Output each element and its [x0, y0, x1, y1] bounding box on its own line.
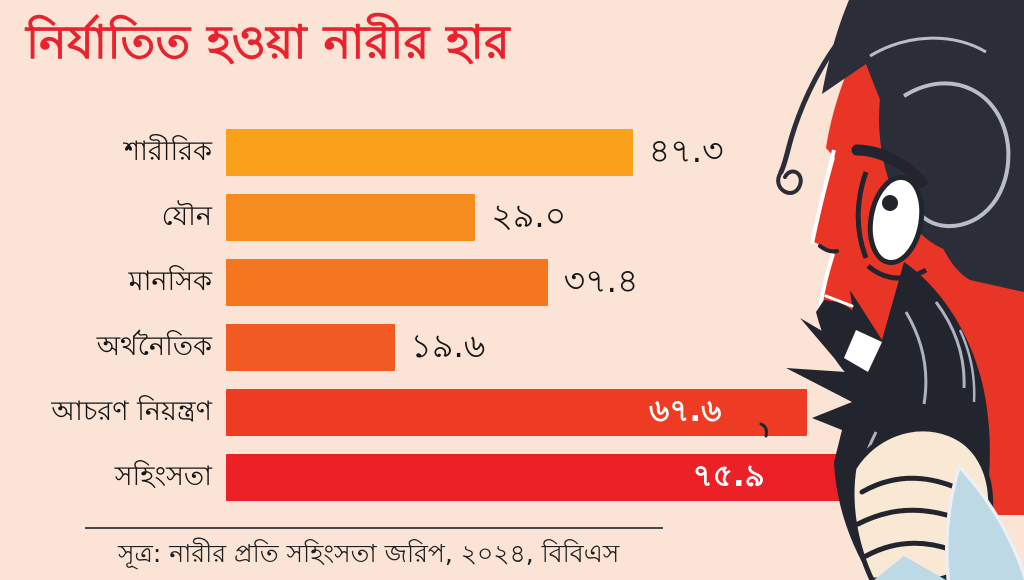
value-label: ৬৭.৬: [649, 392, 722, 429]
category-label: আচরণ নিয়ন্ত্রণ: [51, 396, 212, 428]
value-label: ৭৫.৯: [692, 457, 765, 494]
bar-physical: [226, 129, 633, 176]
knuckle-crease: [855, 507, 959, 527]
hair-strand-highlight: [904, 311, 928, 405]
value-label: ৩৭.৪: [563, 260, 639, 300]
bar-row: সহিংসতা ৭৫.৯: [20, 454, 912, 501]
bar-row: যৌন ২৯.০: [20, 194, 912, 241]
eye-socket-line: [855, 171, 869, 259]
knuckle-crease: [863, 540, 955, 559]
knuckle-crease: [859, 475, 955, 495]
under-eye-line: [866, 264, 928, 281]
category-label: অর্থনৈতিক: [96, 331, 212, 363]
bar-violence: ৭৫.৯: [226, 454, 879, 501]
value-label: ২৯.০: [491, 195, 567, 235]
bar-mental: [226, 259, 548, 306]
lip-highlight: [824, 294, 854, 308]
chart-title: নির্যাতিত হওয়া নারীর হার: [26, 15, 511, 69]
bar-row: আচরণ নিয়ন্ত্রণ ৬৭.৬: [20, 389, 912, 436]
category-label: যৌন: [161, 201, 212, 233]
hair-strand-highlight: [958, 329, 976, 403]
bar-row: অর্থনৈতিক ১৯.৬: [20, 324, 912, 371]
teeth: [844, 330, 882, 372]
bar-track: ৭৫.৯: [226, 454, 914, 501]
illustration-group: [759, 0, 1024, 580]
nostril: [818, 244, 839, 254]
value-label: ৪৭.৩: [648, 130, 724, 170]
bar-track: ৩৭.৪: [226, 259, 914, 306]
woman-illustration: [759, 0, 1024, 580]
clothing: [948, 470, 1024, 580]
bar-chart: শারীরিক ৪৭.৩ যৌন ২৯.০ মানসিক ৩৭.৪ অর্থনৈ…: [20, 129, 912, 519]
category-label: সহিংসতা: [114, 461, 212, 493]
category-label: মানসিক: [128, 266, 212, 298]
bar-track: ৪৭.৩: [226, 129, 914, 176]
bar-track: ২৯.০: [226, 194, 914, 241]
eye: [867, 174, 925, 266]
pupil: [882, 195, 898, 211]
tiny-mark: [759, 422, 768, 438]
clothing-wedge: [874, 556, 946, 580]
bar-track: ৬৭.৬: [226, 389, 914, 436]
bar-economic: [226, 324, 395, 371]
hair-shine: [869, 36, 987, 58]
hair-curl-spiral: [776, 169, 803, 195]
value-label: ১৯.৬: [410, 325, 486, 365]
eyebrow: [851, 144, 928, 188]
bar-track: ১৯.৬: [226, 324, 914, 371]
bar-row: মানসিক ৩৭.৪: [20, 259, 912, 306]
bar-sexual: [226, 194, 476, 241]
source-text: সূত্র: নারীর প্রতি সহিংসতা জরিপ, ২০২৪, ব…: [118, 539, 620, 568]
divider-line: [85, 527, 663, 529]
hair-strand-highlight: [934, 301, 966, 389]
profile-highlight: [810, 149, 836, 245]
bar-behavior-control: ৬৭.৬: [226, 389, 808, 436]
bar-row: শারীরিক ৪৭.৩: [20, 129, 912, 176]
category-label: শারীরিক: [124, 136, 212, 168]
